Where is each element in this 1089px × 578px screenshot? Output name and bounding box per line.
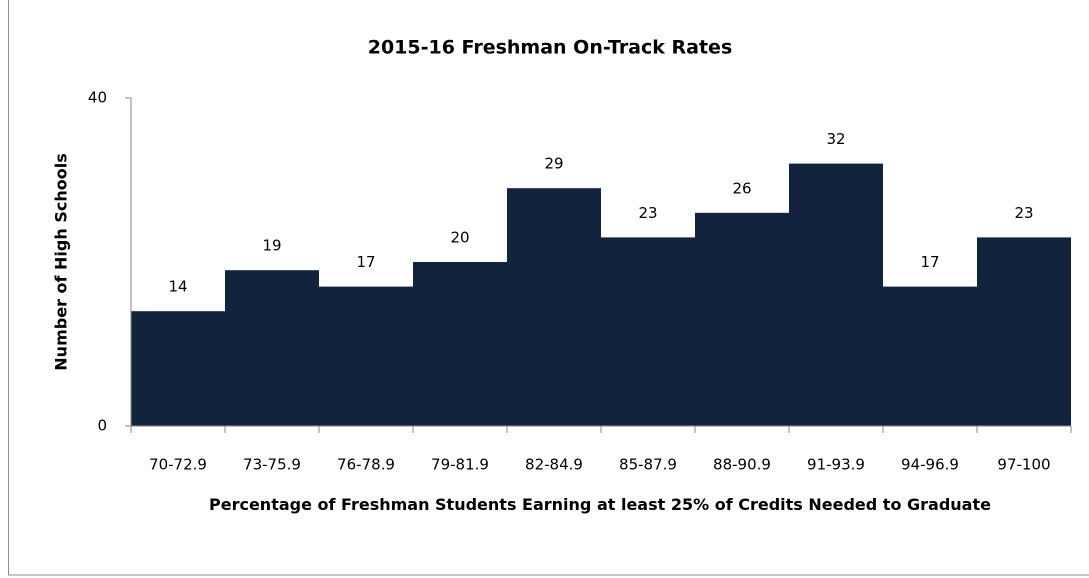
bar <box>695 212 789 426</box>
data-label: 17 <box>920 253 939 271</box>
data-label: 23 <box>1014 204 1033 222</box>
x-tick-label: 91-93.9 <box>807 456 865 474</box>
bar <box>131 311 225 426</box>
chart-title: 2015-16 Freshman On-Track Rates <box>368 37 733 59</box>
x-tick-label: 85-87.9 <box>619 456 677 474</box>
data-label: 32 <box>826 130 845 148</box>
data-label: 23 <box>638 204 657 222</box>
data-label: 29 <box>544 155 563 173</box>
y-tick-label: 40 <box>88 89 107 107</box>
x-tick-label: 82-84.9 <box>525 456 583 474</box>
data-label: 19 <box>262 237 281 255</box>
bar <box>507 188 601 426</box>
bar <box>601 237 695 426</box>
chart-border <box>8 0 1089 576</box>
y-tick-label: 0 <box>97 417 107 435</box>
bar <box>413 262 507 426</box>
bar <box>883 286 977 426</box>
data-label: 14 <box>168 278 187 296</box>
data-label: 26 <box>732 179 751 197</box>
data-label: 20 <box>450 229 469 247</box>
x-tick-label: 76-78.9 <box>337 456 395 474</box>
bar <box>977 237 1071 426</box>
x-tick-label: 70-72.9 <box>149 456 207 474</box>
x-axis-title: Percentage of Freshman Students Earning … <box>209 495 991 514</box>
x-tick-label: 97-100 <box>997 456 1050 474</box>
bar <box>789 163 883 426</box>
y-axis-title: Number of High Schools <box>52 153 71 370</box>
bar <box>319 286 413 426</box>
x-tick-label: 94-96.9 <box>901 456 959 474</box>
bar <box>225 270 319 426</box>
x-tick-label: 88-90.9 <box>713 456 771 474</box>
x-tick-label: 73-75.9 <box>243 456 301 474</box>
data-label: 17 <box>356 253 375 271</box>
x-tick-label: 79-81.9 <box>431 456 489 474</box>
